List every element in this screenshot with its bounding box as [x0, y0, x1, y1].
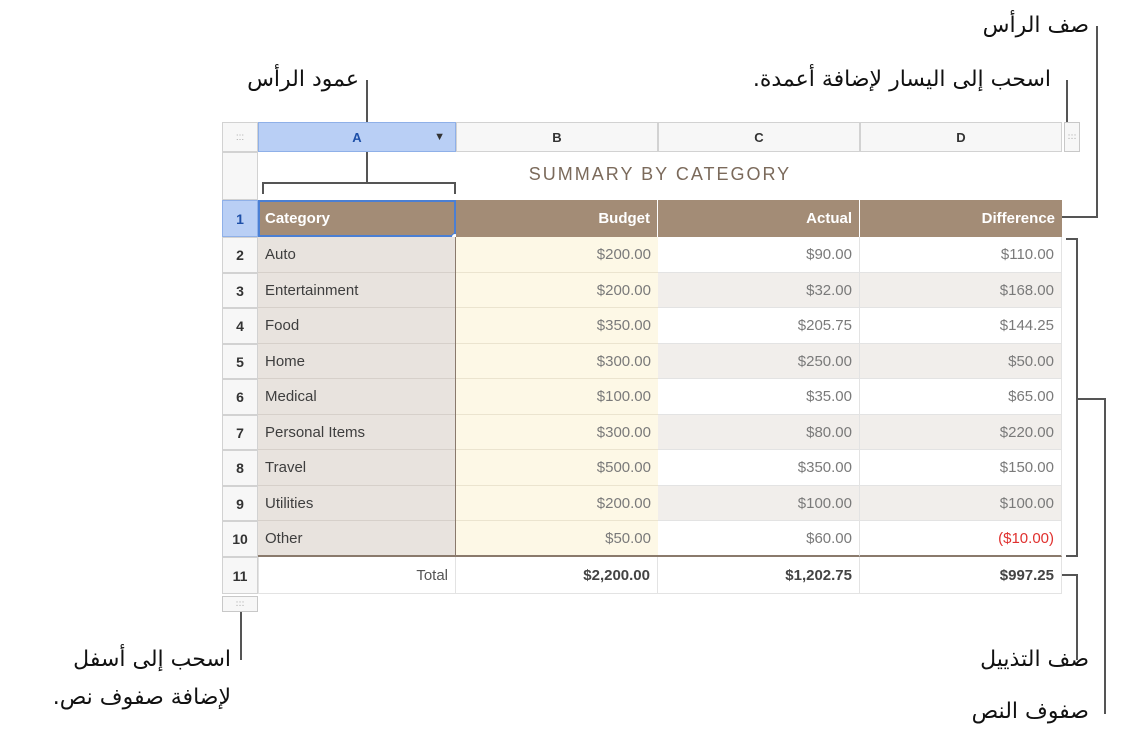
- leader-drag-down: [240, 612, 242, 660]
- budget-cell[interactable]: $50.00: [456, 521, 658, 557]
- budget-cell[interactable]: $500.00: [456, 450, 658, 486]
- leader-footer-row-v: [1076, 574, 1078, 660]
- bracket-header-column-r: [454, 182, 456, 194]
- actual-cell[interactable]: $205.75: [658, 308, 860, 344]
- column-header-d[interactable]: D: [860, 122, 1062, 152]
- row-header-8[interactable]: 8: [222, 450, 258, 486]
- bracket-body-rows-t: [1066, 238, 1078, 240]
- callout-footer-row: صف التذييل: [980, 647, 1089, 672]
- difference-cell[interactable]: $100.00: [860, 486, 1062, 521]
- add-row-handle[interactable]: :::: [222, 596, 258, 612]
- category-cell[interactable]: Medical: [258, 379, 456, 415]
- actual-cell[interactable]: $350.00: [658, 450, 860, 486]
- budget-cell[interactable]: $200.00: [456, 237, 658, 273]
- add-column-handle[interactable]: :::: [1064, 122, 1080, 152]
- budget-cell[interactable]: $100.00: [456, 379, 658, 415]
- category-cell[interactable]: Entertainment: [258, 273, 456, 308]
- chevron-down-icon[interactable]: ▼: [434, 131, 445, 143]
- budget-cell[interactable]: $300.00: [456, 415, 658, 450]
- row-header-6[interactable]: 6: [222, 379, 258, 415]
- footer-cell-budget[interactable]: $2,200.00: [456, 557, 658, 594]
- budget-cell[interactable]: $350.00: [456, 308, 658, 344]
- header-cell-actual[interactable]: Actual: [658, 200, 860, 237]
- category-cell[interactable]: Utilities: [258, 486, 456, 521]
- category-cell[interactable]: Food: [258, 308, 456, 344]
- row-header-5[interactable]: 5: [222, 344, 258, 379]
- table-select-handle[interactable]: :::: [222, 122, 258, 152]
- actual-cell[interactable]: $90.00: [658, 237, 860, 273]
- header-cell-budget[interactable]: Budget: [456, 200, 658, 237]
- row-header-3[interactable]: 3: [222, 273, 258, 308]
- budget-cell[interactable]: $200.00: [456, 486, 658, 521]
- row-header-11[interactable]: 11: [222, 557, 258, 594]
- category-cell[interactable]: Personal Items: [258, 415, 456, 450]
- table-title[interactable]: SUMMARY BY CATEGORY: [528, 164, 792, 184]
- budget-cell[interactable]: $300.00: [456, 344, 658, 379]
- bracket-header-column-l: [262, 182, 264, 194]
- row-header-7[interactable]: 7: [222, 415, 258, 450]
- callout-header-row: صف الرأس: [982, 13, 1089, 38]
- row-header-10[interactable]: 10: [222, 521, 258, 557]
- callout-header-column: عمود الرأس: [247, 67, 359, 92]
- row-header-title: [222, 152, 258, 200]
- difference-cell[interactable]: ($10.00): [860, 521, 1062, 557]
- category-cell[interactable]: Auto: [258, 237, 456, 273]
- leader-body-rows-h: [1076, 398, 1106, 400]
- column-label-a: A: [352, 129, 362, 145]
- actual-cell[interactable]: $80.00: [658, 415, 860, 450]
- category-cell[interactable]: Other: [258, 521, 456, 557]
- bracket-body-rows-b: [1066, 555, 1078, 557]
- bracket-body-rows: [1076, 238, 1078, 556]
- leader-footer-row: [1062, 574, 1078, 576]
- column-header-a[interactable]: A ▼: [258, 122, 456, 152]
- callout-body-rows: صفوف النص: [971, 699, 1089, 724]
- difference-cell[interactable]: $144.25: [860, 308, 1062, 344]
- difference-cell[interactable]: $50.00: [860, 344, 1062, 379]
- row-header-9[interactable]: 9: [222, 486, 258, 521]
- footer-cell-total-label[interactable]: Total: [258, 557, 456, 594]
- column-header-b[interactable]: B: [456, 122, 658, 152]
- header-cell-category[interactable]: Category: [258, 200, 456, 237]
- leader-header-row: [1096, 26, 1098, 218]
- category-cell[interactable]: Travel: [258, 450, 456, 486]
- actual-cell[interactable]: $32.00: [658, 273, 860, 308]
- footer-cell-difference[interactable]: $997.25: [860, 557, 1062, 594]
- difference-cell[interactable]: $65.00: [860, 379, 1062, 415]
- actual-cell[interactable]: $60.00: [658, 521, 860, 557]
- leader-drag-left: [1066, 80, 1068, 122]
- row-header-2[interactable]: 2: [222, 237, 258, 273]
- difference-cell[interactable]: $220.00: [860, 415, 1062, 450]
- difference-cell[interactable]: $110.00: [860, 237, 1062, 273]
- row-header-1[interactable]: 1: [222, 200, 258, 237]
- difference-cell[interactable]: $150.00: [860, 450, 1062, 486]
- footer-cell-actual[interactable]: $1,202.75: [658, 557, 860, 594]
- category-cell[interactable]: Home: [258, 344, 456, 379]
- column-header-c[interactable]: C: [658, 122, 860, 152]
- actual-cell[interactable]: $100.00: [658, 486, 860, 521]
- budget-cell[interactable]: $200.00: [456, 273, 658, 308]
- header-cell-difference[interactable]: Difference: [860, 200, 1062, 237]
- row-header-4[interactable]: 4: [222, 308, 258, 344]
- callout-drag-down-line2: لإضافة صفوف نص.: [52, 685, 231, 710]
- actual-cell[interactable]: $250.00: [658, 344, 860, 379]
- leader-header-row-h: [1062, 216, 1098, 218]
- leader-body-rows-v: [1104, 398, 1106, 714]
- bracket-header-column: [262, 182, 456, 184]
- actual-cell[interactable]: $35.00: [658, 379, 860, 415]
- callout-drag-down-line1: اسحب إلى أسفل: [73, 647, 231, 672]
- callout-drag-left-columns: اسحب إلى اليسار لإضافة أعمدة.: [752, 67, 1051, 92]
- header-column-divider: [455, 237, 456, 557]
- difference-cell[interactable]: $168.00: [860, 273, 1062, 308]
